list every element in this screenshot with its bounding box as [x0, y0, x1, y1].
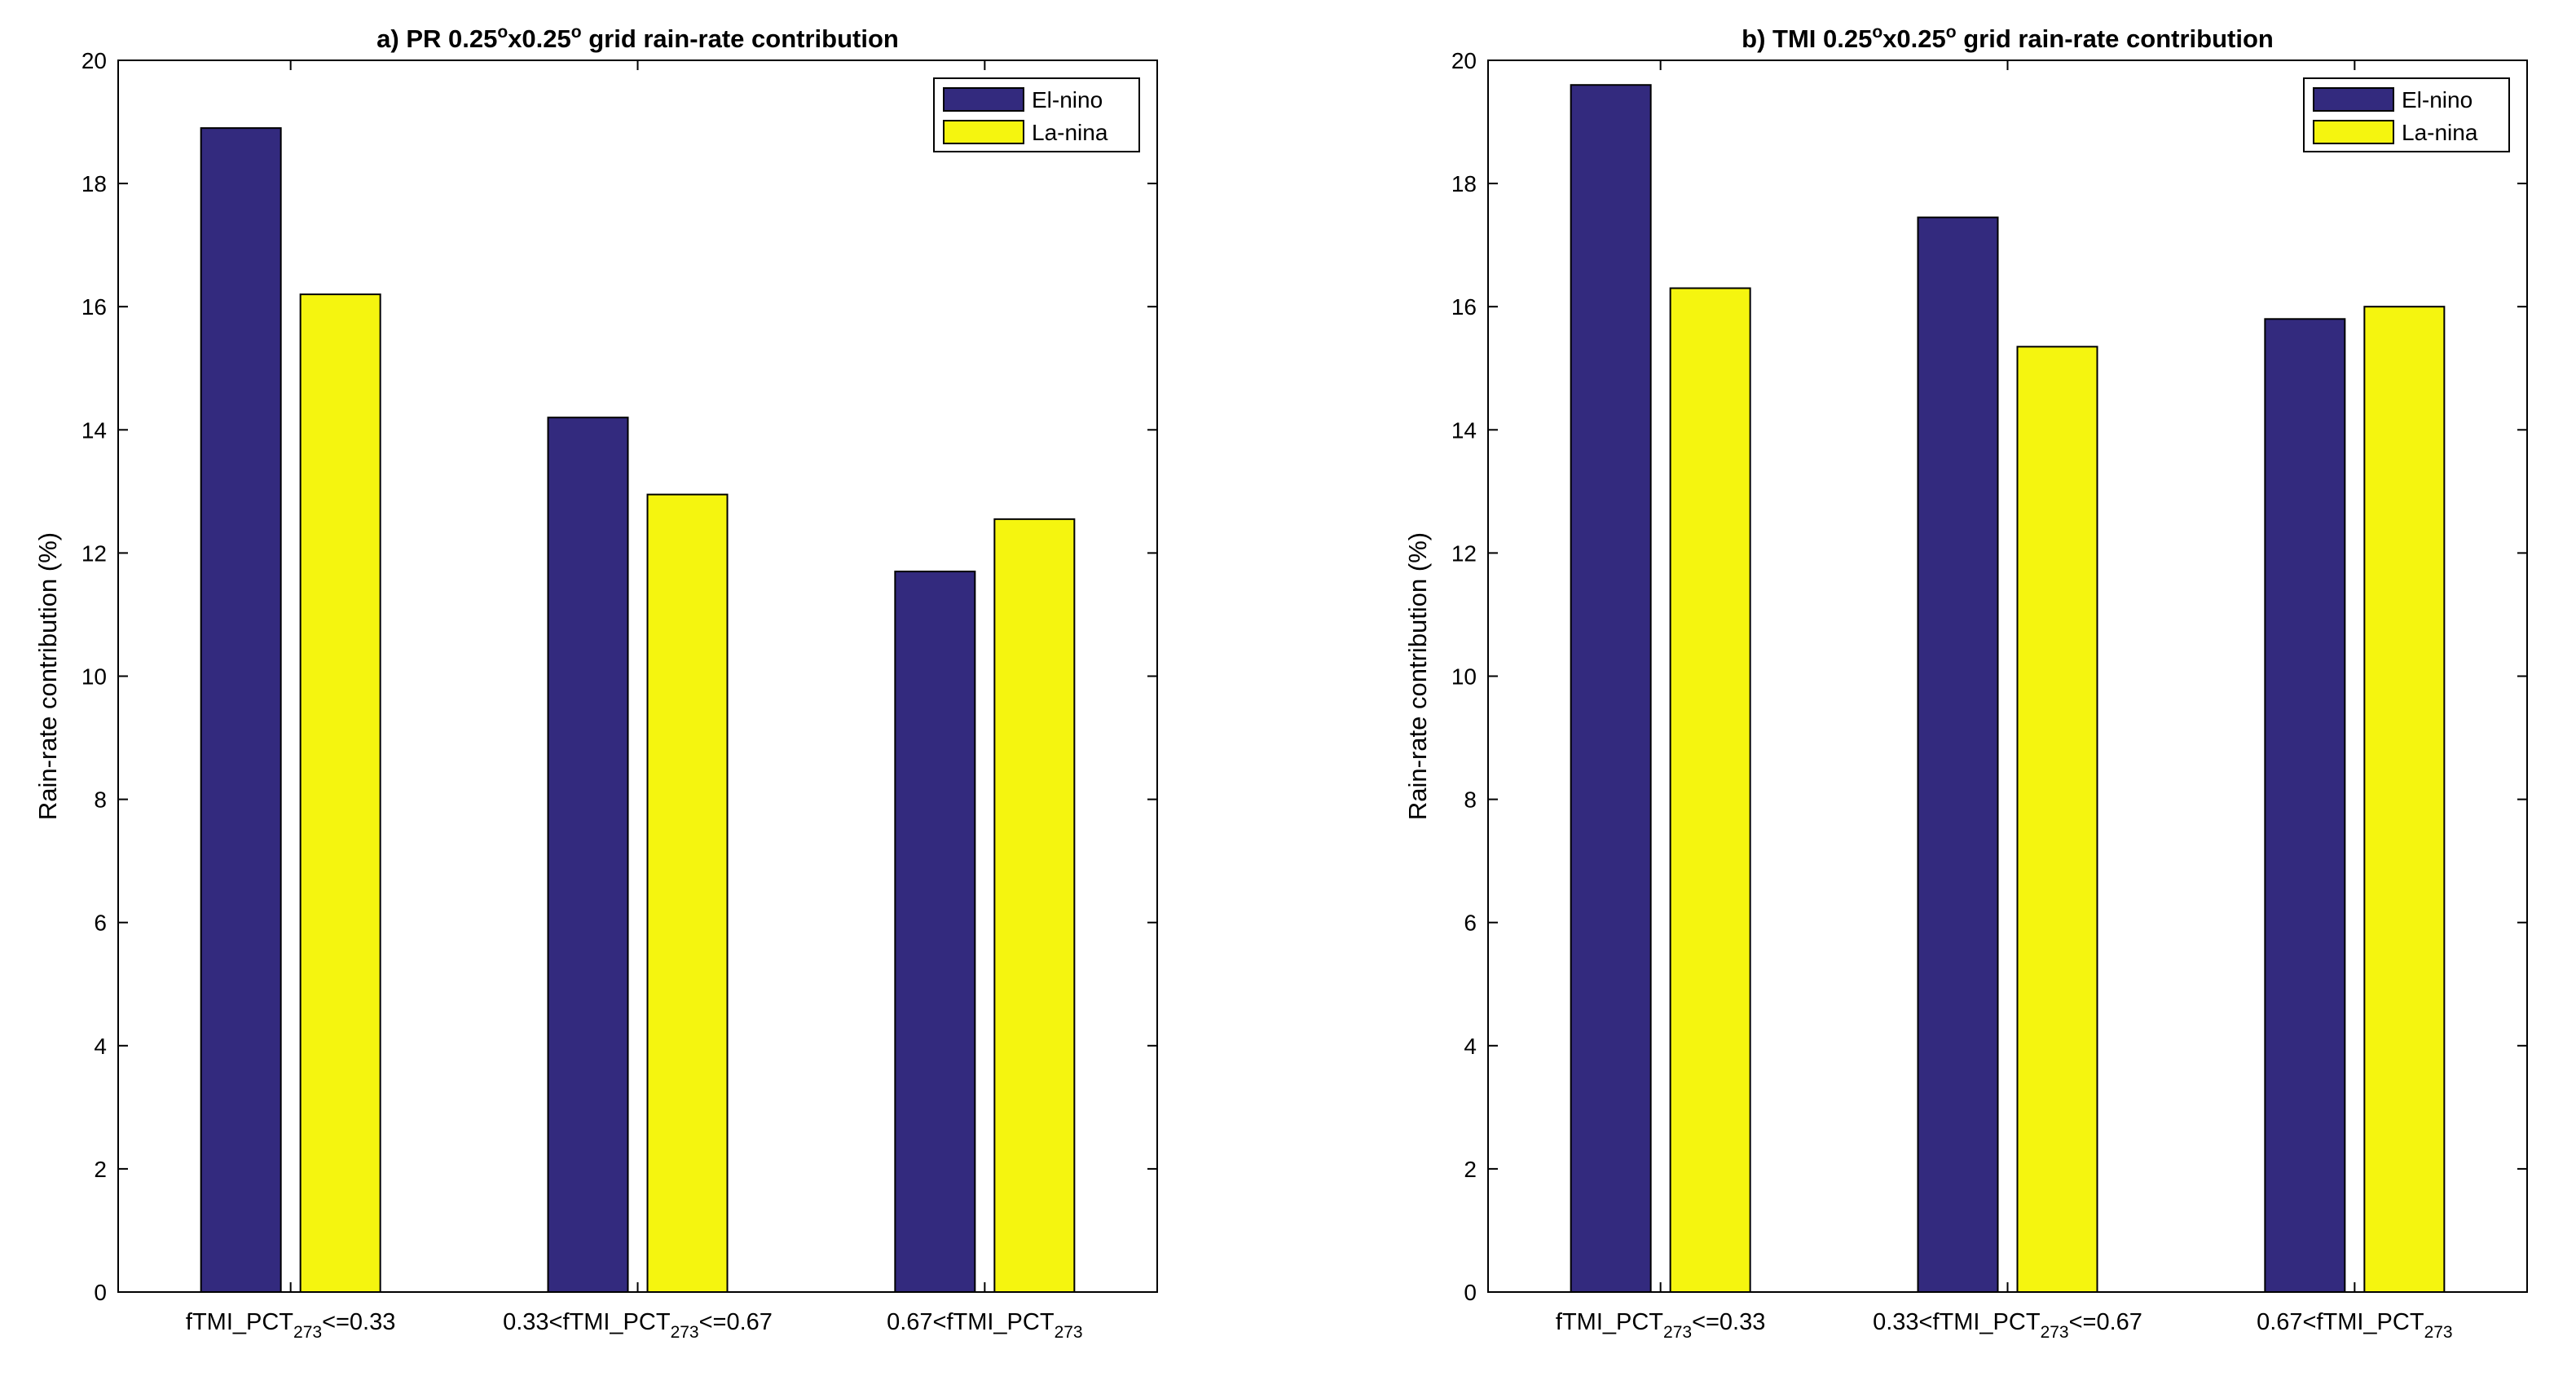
bar-el-nino-3 — [2264, 318, 2346, 1293]
bar-el-nino-2 — [547, 417, 629, 1294]
chart-panel-b: b) TMI 0.25ox0.25o grid rain-rate contri… — [1403, 23, 2528, 1342]
y-axis-label: Rain-rate contribution (%) — [33, 532, 62, 820]
x-tick-label-text: 0.67<fTMI_PCT — [887, 1309, 1055, 1335]
x-tick-label-text: fTMI_PCT — [186, 1309, 293, 1335]
y-tick-label: 10 — [1451, 664, 1477, 690]
title-text: grid rain-rate contribution — [582, 24, 899, 53]
y-tick-label: 0 — [1464, 1280, 1477, 1305]
title-degree-sup: o — [1872, 23, 1882, 42]
x-tick-label: 0.67<fTMI_PCT273 — [887, 1309, 1083, 1342]
y-tick-label: 6 — [1464, 911, 1477, 936]
bar-la-nina-3 — [993, 518, 1076, 1293]
title-text: a) PR 0.25 — [376, 24, 497, 53]
y-tick-label: 10 — [81, 664, 107, 690]
bar-el-nino-1 — [200, 127, 282, 1294]
y-tick-label: 16 — [1451, 294, 1477, 320]
bar-la-nina-3 — [2363, 306, 2446, 1294]
x-tick-label-text: 0.33<fTMI_PCT — [1873, 1309, 2041, 1335]
x-tick-label-subscript: 273 — [671, 1323, 699, 1342]
y-tick-label: 8 — [94, 787, 107, 813]
title-text: x0.25 — [508, 24, 571, 53]
x-tick-label-text: <=0.67 — [2069, 1309, 2142, 1335]
legend-label-la-nina: La-nina — [1032, 120, 1108, 145]
y-tick-label: 6 — [94, 911, 107, 936]
title-degree-sup: o — [1946, 23, 1957, 42]
x-tick-label-subscript: 273 — [293, 1323, 322, 1342]
x-tick-label-subscript: 273 — [1663, 1323, 1692, 1342]
x-tick-label: fTMI_PCT273<=0.33 — [1556, 1309, 1765, 1342]
y-axis-label: Rain-rate contribution (%) — [1403, 532, 1432, 820]
legend-label-el-nino: El-nino — [2402, 87, 2473, 112]
y-tick-label: 12 — [81, 540, 107, 566]
x-tick-label-text: 0.67<fTMI_PCT — [2257, 1309, 2424, 1335]
legend-swatch-la-nina — [943, 120, 1024, 144]
x-tick-label: fTMI_PCT273<=0.33 — [186, 1309, 396, 1342]
y-tick-label: 2 — [94, 1157, 107, 1182]
legend-label-la-nina: La-nina — [2402, 120, 2478, 145]
y-tick-label: 14 — [1451, 417, 1477, 443]
x-tick-label-subscript: 273 — [2041, 1323, 2069, 1342]
y-tick-label: 4 — [94, 1034, 107, 1059]
bar-el-nino-2 — [1917, 216, 1999, 1294]
title-text: x0.25 — [1882, 24, 1946, 53]
x-tick-label-subscript: 273 — [2424, 1323, 2453, 1342]
x-tick-label-text: <=0.33 — [322, 1309, 395, 1335]
legend-swatch-la-nina — [2313, 120, 2394, 144]
x-tick-label-text: fTMI_PCT — [1556, 1309, 1663, 1335]
bar-la-nina-1 — [299, 293, 381, 1294]
y-tick-label: 8 — [1464, 787, 1477, 813]
legend: El-nino La-nina — [2303, 77, 2510, 152]
y-tick-label: 14 — [81, 417, 107, 443]
chart-panel-a: a) PR 0.25ox0.25o grid rain-rate contrib… — [33, 23, 1158, 1342]
x-tick-label-subscript: 273 — [1055, 1323, 1083, 1342]
y-tick-label: 20 — [1451, 48, 1477, 73]
x-tick-label: 0.33<fTMI_PCT273<=0.67 — [503, 1309, 773, 1342]
title-text: b) TMI 0.25 — [1742, 24, 1872, 53]
y-tick-label: 20 — [81, 48, 107, 73]
y-tick-label: 0 — [94, 1280, 107, 1305]
y-tick-label: 12 — [1451, 540, 1477, 566]
bar-la-nina-2 — [2016, 346, 2098, 1293]
legend: El-nino La-nina — [933, 77, 1140, 152]
chart-title: b) TMI 0.25ox0.25o grid rain-rate contri… — [1742, 23, 2274, 53]
title-degree-sup: o — [571, 23, 582, 42]
legend-swatch-el-nino — [2313, 87, 2394, 112]
bar-el-nino-3 — [894, 571, 976, 1293]
y-tick-label: 18 — [1451, 171, 1477, 196]
x-tick-label: 0.67<fTMI_PCT273 — [2257, 1309, 2453, 1342]
title-degree-sup: o — [497, 23, 508, 42]
x-tick-label-text: <=0.67 — [699, 1309, 773, 1335]
legend-label-el-nino: El-nino — [1032, 87, 1103, 112]
bar-la-nina-1 — [1669, 287, 1751, 1293]
legend-swatch-el-nino — [943, 87, 1024, 112]
bar-la-nina-2 — [646, 493, 729, 1293]
bar-el-nino-1 — [1570, 84, 1652, 1294]
y-tick-label: 4 — [1464, 1034, 1477, 1059]
x-tick-label-text: 0.33<fTMI_PCT — [503, 1309, 671, 1335]
y-tick-label: 2 — [1464, 1157, 1477, 1182]
chart-title: a) PR 0.25ox0.25o grid rain-rate contrib… — [376, 23, 899, 53]
x-tick-label: 0.33<fTMI_PCT273<=0.67 — [1873, 1309, 2142, 1342]
y-tick-label: 18 — [81, 171, 107, 196]
axes-frame — [117, 60, 1158, 1293]
title-text: grid rain-rate contribution — [1957, 24, 2274, 53]
y-tick-label: 16 — [81, 294, 107, 320]
x-tick-label-text: <=0.33 — [1692, 1309, 1765, 1335]
axes-frame — [1487, 60, 2528, 1293]
